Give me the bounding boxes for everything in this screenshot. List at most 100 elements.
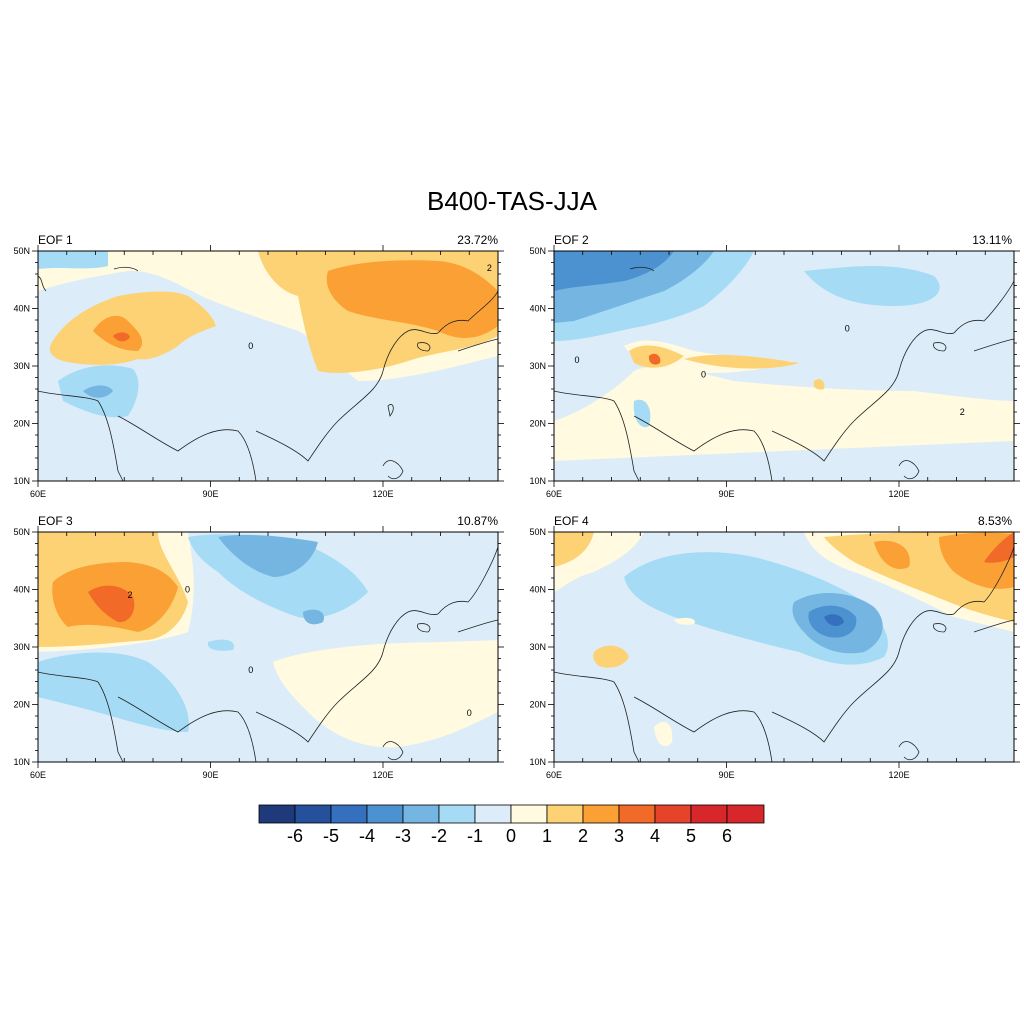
y-tick-label: 10N	[13, 757, 30, 767]
colorbar-swatch	[330, 804, 368, 824]
colorbar-swatch	[690, 804, 728, 824]
y-tick-label: 30N	[13, 642, 30, 652]
colorbar-label: 4	[649, 826, 660, 846]
contour-label: 0	[845, 324, 850, 334]
colorbar-swatch	[654, 804, 692, 824]
eof2-field	[554, 251, 1014, 481]
colorbar-swatch	[402, 804, 440, 824]
colorbar-label: 0	[505, 826, 516, 846]
colorbar-label: 3	[613, 826, 624, 846]
x-tick-label: 120E	[372, 770, 393, 780]
contour-label: 0	[248, 665, 253, 675]
eof3-field	[38, 532, 498, 762]
y-tick-label: 40N	[13, 304, 30, 314]
colorbar-label: -5	[322, 826, 339, 846]
x-tick-label: 120E	[888, 770, 909, 780]
contour-label: 0	[248, 341, 253, 351]
eof1-coastlines	[37, 266, 499, 482]
y-tick-label: 50N	[13, 246, 30, 256]
x-tick-label: 60E	[30, 770, 46, 780]
y-tick-label: 50N	[529, 527, 546, 537]
colorbar-label: 2	[577, 826, 588, 846]
figure-title: B400-TAS-JJA	[426, 186, 597, 216]
eof4-coastlines	[553, 546, 1015, 763]
colorbar-label: 6	[721, 826, 732, 846]
x-tick-label: 60E	[546, 489, 562, 499]
y-tick-label: 20N	[529, 419, 546, 429]
x-tick-label: 120E	[888, 489, 909, 499]
x-tick-label: 90E	[202, 489, 218, 499]
y-tick-label: 30N	[13, 361, 30, 371]
eof1-panel: EOF 1 23.72% 60E 90E	[13, 233, 504, 503]
y-tick-label: 40N	[529, 304, 546, 314]
x-tick-label: 60E	[30, 489, 46, 499]
y-tick-label: 10N	[529, 757, 546, 767]
y-tick-label: 40N	[529, 585, 546, 595]
contour-label: 0	[574, 355, 579, 365]
y-tick-label: 30N	[529, 361, 546, 371]
eof1-field	[38, 251, 498, 481]
eof1-ticks: 60E 90E 120E 10N 20N 30N 40N 50N	[13, 245, 504, 499]
colorbar-swatch	[366, 804, 404, 824]
eof3-coastlines	[37, 546, 499, 763]
contour-label: 0	[467, 708, 472, 718]
eof2-map: 60E 90E 120E 10N 20N 30N 40N 50N 0 0 0 2	[529, 245, 1020, 499]
eof1-variance: 23.72%	[457, 233, 498, 247]
eof4-map: 60E 90E 120E 10N 20N 30N 40N 50N	[529, 526, 1020, 780]
eof2-ticks: 60E 90E 120E 10N 20N 30N 40N 50N	[529, 245, 1020, 499]
y-tick-label: 20N	[13, 700, 30, 710]
contour-label: 2	[960, 407, 965, 417]
x-tick-label: 90E	[202, 770, 218, 780]
colorbar-swatch	[618, 804, 656, 824]
contour-label: 2	[127, 590, 132, 600]
colorbar-swatch	[438, 804, 476, 824]
x-tick-label: 60E	[546, 770, 562, 780]
colorbar-label: -1	[466, 826, 483, 846]
colorbar-label: -6	[286, 826, 303, 846]
x-tick-label: 90E	[718, 489, 734, 499]
y-tick-label: 10N	[13, 476, 30, 486]
contour-label: 0	[701, 370, 706, 380]
eof4-variance: 8.53%	[977, 514, 1012, 528]
colorbar-label: -4	[358, 826, 375, 846]
eof4-panel: EOF 4 8.53%	[529, 514, 1020, 784]
eof4-ticks: 60E 90E 120E 10N 20N 30N 40N 50N	[529, 526, 1020, 780]
y-tick-label: 50N	[13, 527, 30, 537]
eof4-field	[554, 532, 1014, 762]
eof3-panel: EOF 3 10.87% 60E 90E 120E 10N 20N 30N 4	[13, 514, 504, 784]
colorbar-swatch	[258, 804, 296, 824]
x-tick-label: 90E	[718, 770, 734, 780]
eof3-label: EOF 3	[38, 514, 73, 528]
eof2-label: EOF 2	[554, 233, 589, 247]
eof1-label: EOF 1	[38, 233, 73, 247]
contour-label: 0	[185, 584, 190, 594]
colorbar-swatch	[510, 804, 548, 824]
colorbar-label: 5	[685, 826, 696, 846]
colorbar	[258, 804, 765, 824]
contour-label: 2	[487, 263, 492, 273]
x-tick-label: 120E	[372, 489, 393, 499]
eof1-contour-labels: 20	[248, 263, 492, 351]
eof4-label: EOF 4	[554, 514, 589, 528]
y-tick-label: 10N	[529, 476, 546, 486]
colorbar-swatch	[546, 804, 584, 824]
eof2-contour-labels: 0 0 0 2	[574, 324, 964, 417]
eof3-variance: 10.87%	[457, 514, 498, 528]
y-tick-label: 50N	[529, 246, 546, 256]
colorbar-swatch	[582, 804, 620, 824]
y-tick-label: 40N	[13, 585, 30, 595]
colorbar-label: -3	[394, 826, 411, 846]
colorbar-swatch	[474, 804, 512, 824]
y-tick-label: 20N	[529, 700, 546, 710]
y-tick-label: 20N	[13, 419, 30, 429]
colorbar-label: 1	[541, 826, 552, 846]
eof2-coastlines	[553, 266, 1015, 482]
eof3-ticks: 60E 90E 120E 10N 20N 30N 40N 50N	[13, 526, 504, 780]
eof2-variance: 13.11%	[972, 233, 1012, 247]
colorbar-swatch	[294, 804, 332, 824]
colorbar-swatch	[726, 804, 765, 824]
colorbar-label: -2	[430, 826, 447, 846]
